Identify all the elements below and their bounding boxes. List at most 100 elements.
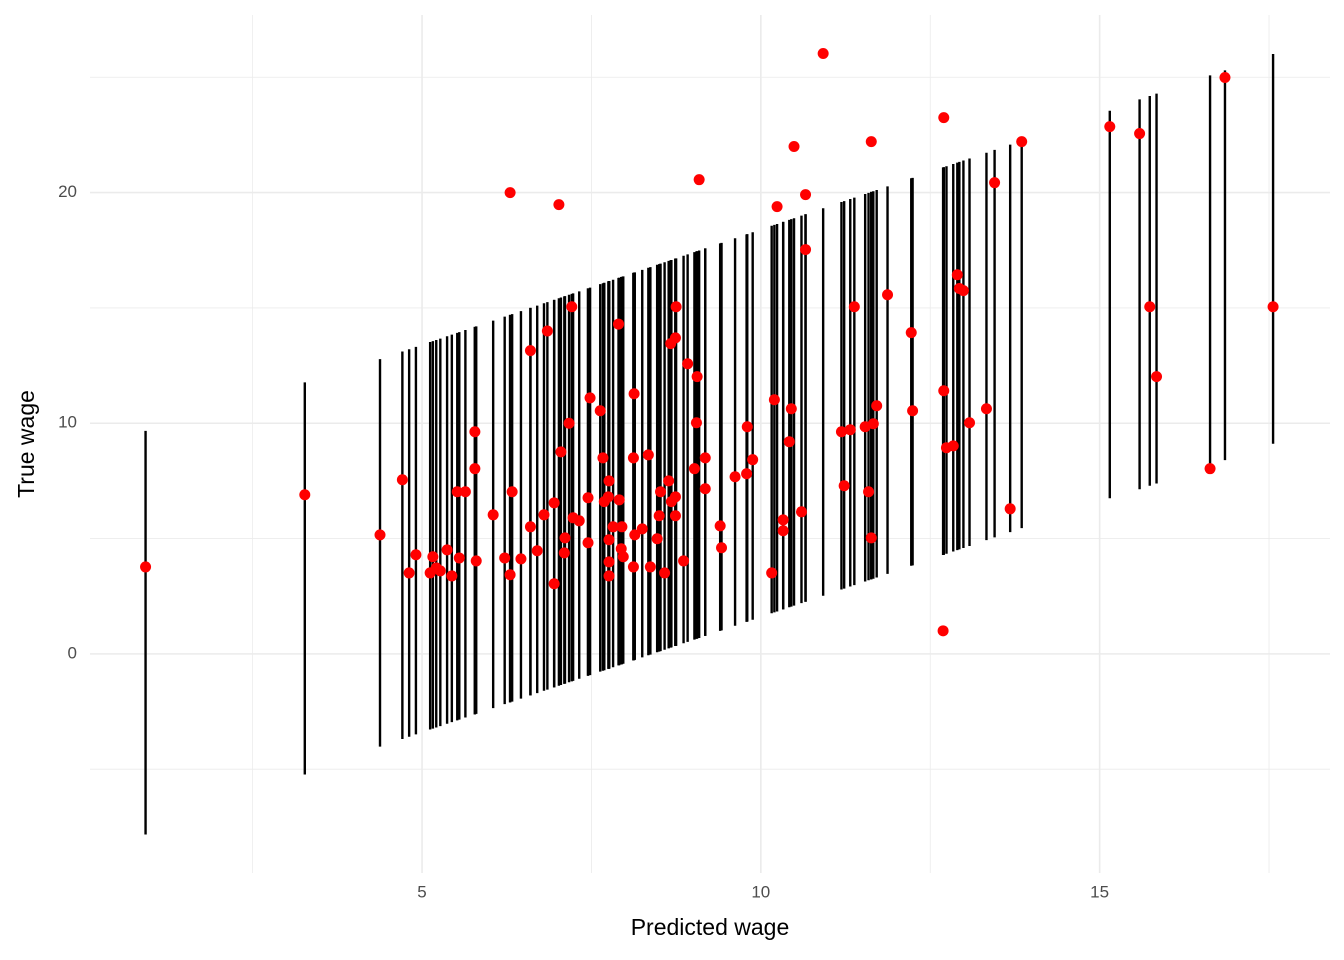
point (613, 318, 625, 330)
point (659, 567, 671, 579)
point (524, 521, 536, 533)
y-tick-label: 20 (58, 182, 77, 201)
point (644, 561, 656, 573)
point (800, 189, 812, 201)
point (469, 426, 481, 438)
point (582, 537, 594, 549)
point (441, 544, 453, 556)
point (651, 533, 663, 545)
point (771, 201, 783, 213)
point (766, 567, 778, 579)
point (865, 136, 877, 148)
point (451, 486, 463, 498)
point (563, 417, 575, 429)
point (688, 463, 700, 475)
point (410, 549, 422, 561)
point (690, 417, 702, 429)
point (785, 403, 797, 415)
point (627, 452, 639, 464)
point (603, 475, 615, 487)
point (663, 475, 675, 487)
point (691, 371, 703, 383)
point (446, 570, 458, 582)
point (716, 542, 728, 554)
point (682, 358, 694, 370)
point (515, 553, 527, 565)
point (613, 494, 625, 506)
point (907, 405, 919, 417)
point (817, 48, 829, 60)
point (937, 625, 949, 637)
point (653, 510, 665, 522)
point (777, 525, 789, 537)
point (788, 140, 800, 152)
point (835, 426, 847, 438)
y-tick-label: 10 (58, 413, 77, 432)
point (669, 491, 681, 503)
point (670, 301, 682, 313)
point (882, 289, 894, 301)
point (566, 301, 578, 313)
point (1104, 121, 1116, 133)
point (693, 174, 705, 186)
point (800, 244, 812, 256)
point (538, 509, 550, 521)
point (957, 285, 969, 297)
point (627, 561, 639, 573)
point (555, 446, 567, 458)
grid (90, 15, 1330, 873)
point (678, 555, 690, 567)
point (741, 468, 753, 480)
point (524, 345, 536, 357)
point (863, 486, 875, 498)
point (964, 417, 976, 429)
point (871, 400, 883, 412)
point (487, 509, 499, 521)
point (559, 532, 571, 544)
point (795, 506, 807, 518)
point (499, 552, 511, 564)
point (396, 474, 408, 486)
point (558, 547, 570, 559)
point (403, 567, 415, 579)
point (616, 521, 628, 533)
point (768, 394, 780, 406)
x-tick-label: 15 (1090, 882, 1109, 901)
y-tick-label: 0 (68, 643, 77, 662)
x-axis-title: Predicted wage (631, 914, 790, 940)
point (741, 421, 753, 433)
point (669, 332, 681, 344)
point (629, 529, 641, 541)
point (453, 552, 465, 564)
point (989, 177, 1001, 189)
point (699, 452, 711, 464)
point (504, 569, 516, 581)
point (783, 436, 795, 448)
error-bars (144, 53, 1275, 835)
point (844, 424, 856, 436)
point (299, 489, 311, 501)
point (603, 534, 615, 546)
point (531, 545, 543, 557)
point (548, 578, 560, 590)
point (838, 480, 850, 492)
point (867, 418, 879, 430)
points (140, 48, 1279, 637)
point (1144, 301, 1156, 313)
point (374, 529, 386, 541)
point (603, 556, 615, 568)
point (603, 570, 615, 582)
point (594, 405, 606, 417)
point (1204, 463, 1216, 475)
point (951, 269, 963, 281)
labels: 5 10 15 0 10 20 (58, 182, 1109, 901)
point (848, 301, 860, 313)
point (1004, 503, 1016, 515)
point (602, 491, 614, 503)
point (582, 492, 594, 504)
point (504, 187, 516, 199)
point (642, 449, 654, 461)
point (548, 497, 560, 509)
point (777, 514, 789, 526)
